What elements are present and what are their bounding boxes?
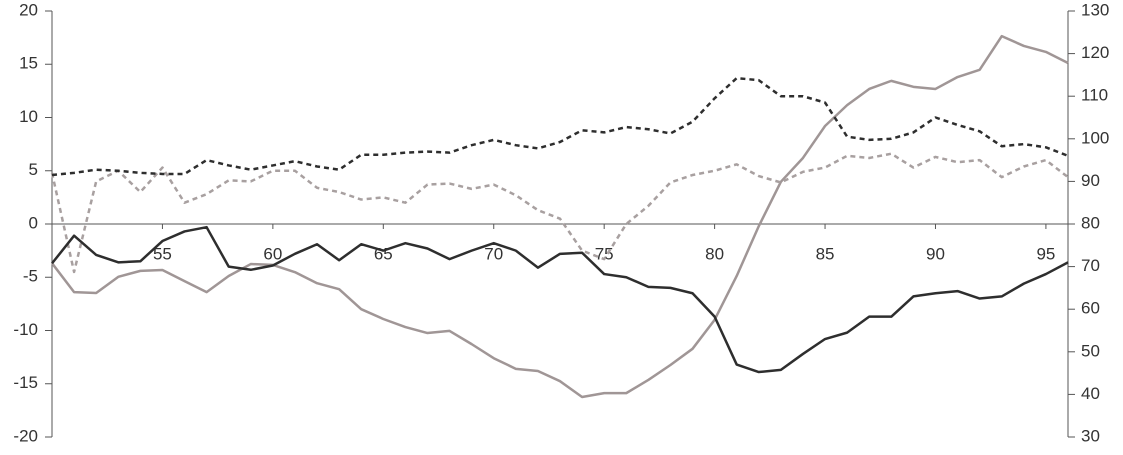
y2-tick-label: 40 <box>1081 384 1100 403</box>
series-line <box>50 152 1069 274</box>
series-line <box>51 225 1069 374</box>
x-tick-label: 95 <box>1036 244 1055 263</box>
x-tick-label: 75 <box>595 244 614 263</box>
y-tick-label: 15 <box>19 54 38 73</box>
x-tick-label: 60 <box>263 244 282 263</box>
series-line <box>51 34 1069 399</box>
y2-tick-label: 50 <box>1081 341 1100 360</box>
series-line <box>51 76 1069 177</box>
y2-tick-label: 30 <box>1081 426 1100 445</box>
y-tick-label: -5 <box>23 267 38 286</box>
y2-tick-label: 80 <box>1081 213 1100 232</box>
x-tick-label: 85 <box>816 244 835 263</box>
y-tick-label: -15 <box>13 373 38 392</box>
x-tick-label: 55 <box>153 244 172 263</box>
y-tick-label: 5 <box>29 160 38 179</box>
x-tick-label: 70 <box>484 244 503 263</box>
y2-tick-label: 60 <box>1081 299 1100 318</box>
y2-tick-label: 70 <box>1081 256 1100 275</box>
y2-tick-label: 90 <box>1081 171 1100 190</box>
y2-tick-label: 130 <box>1081 0 1109 19</box>
y-tick-label: -10 <box>13 320 38 339</box>
y-tick-label: 10 <box>19 107 38 126</box>
y2-tick-label: 120 <box>1081 43 1109 62</box>
y-tick-label: -20 <box>13 426 38 445</box>
y2-tick-label: 110 <box>1081 86 1108 105</box>
y-tick-label: 20 <box>19 0 38 19</box>
y-tick-label: 0 <box>29 213 38 232</box>
y2-tick-label: 100 <box>1081 128 1109 147</box>
x-tick-label: 90 <box>926 244 945 263</box>
x-tick-label: 80 <box>705 244 724 263</box>
